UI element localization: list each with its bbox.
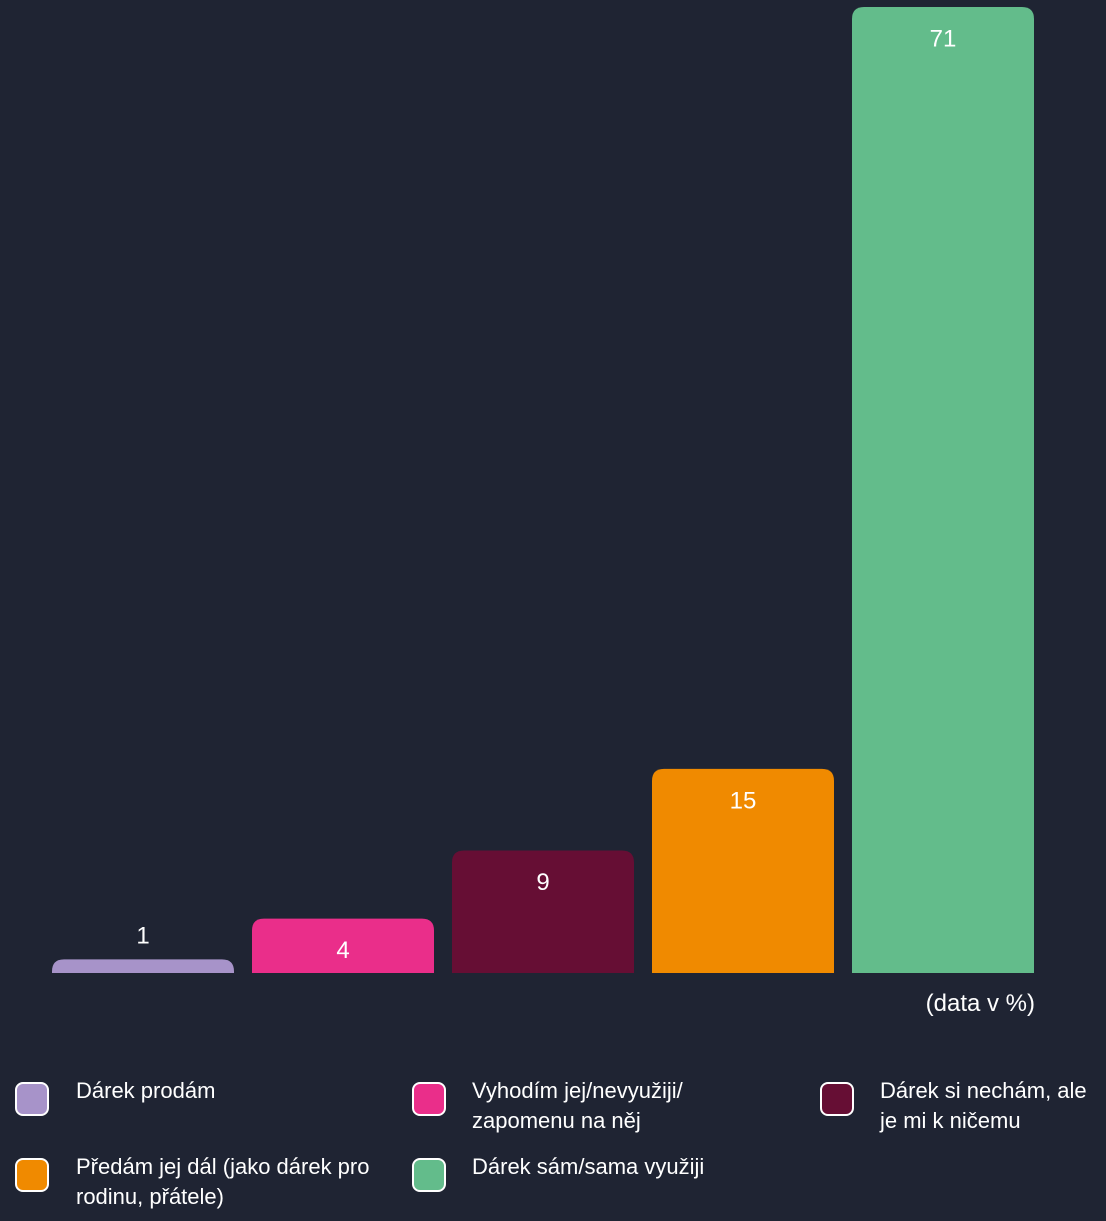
legend-swatch	[820, 1082, 854, 1116]
bar	[852, 7, 1034, 973]
legend-swatch	[15, 1158, 49, 1192]
bar	[252, 918, 434, 973]
bar	[652, 768, 834, 973]
legend-swatch	[412, 1082, 446, 1116]
legend-swatch	[412, 1158, 446, 1192]
data-label: 71	[930, 25, 957, 52]
legend-label: Vyhodím jej/nevyužiji/ zapomenu na něj	[472, 1078, 683, 1133]
note: (data v %)	[926, 990, 1035, 1017]
legend-label: Dárek sám/sama využiji	[472, 1154, 705, 1179]
data-label: 1	[136, 923, 149, 950]
data-label: 15	[730, 787, 757, 814]
chart: (data v %) 1 4 9 15 71	[52, 7, 1035, 1017]
legend-label: Dárek prodám	[76, 1078, 216, 1103]
legend-label: Předám jej dál (jako dárek pro rodinu, p…	[76, 1154, 370, 1209]
legend-label: Dárek si nechám, ale je mi k ničemu	[880, 1078, 1087, 1133]
bar	[452, 850, 634, 973]
bar	[52, 959, 234, 973]
data-label: 4	[336, 937, 349, 964]
legend-swatch	[15, 1082, 49, 1116]
data-label: 9	[536, 869, 549, 896]
